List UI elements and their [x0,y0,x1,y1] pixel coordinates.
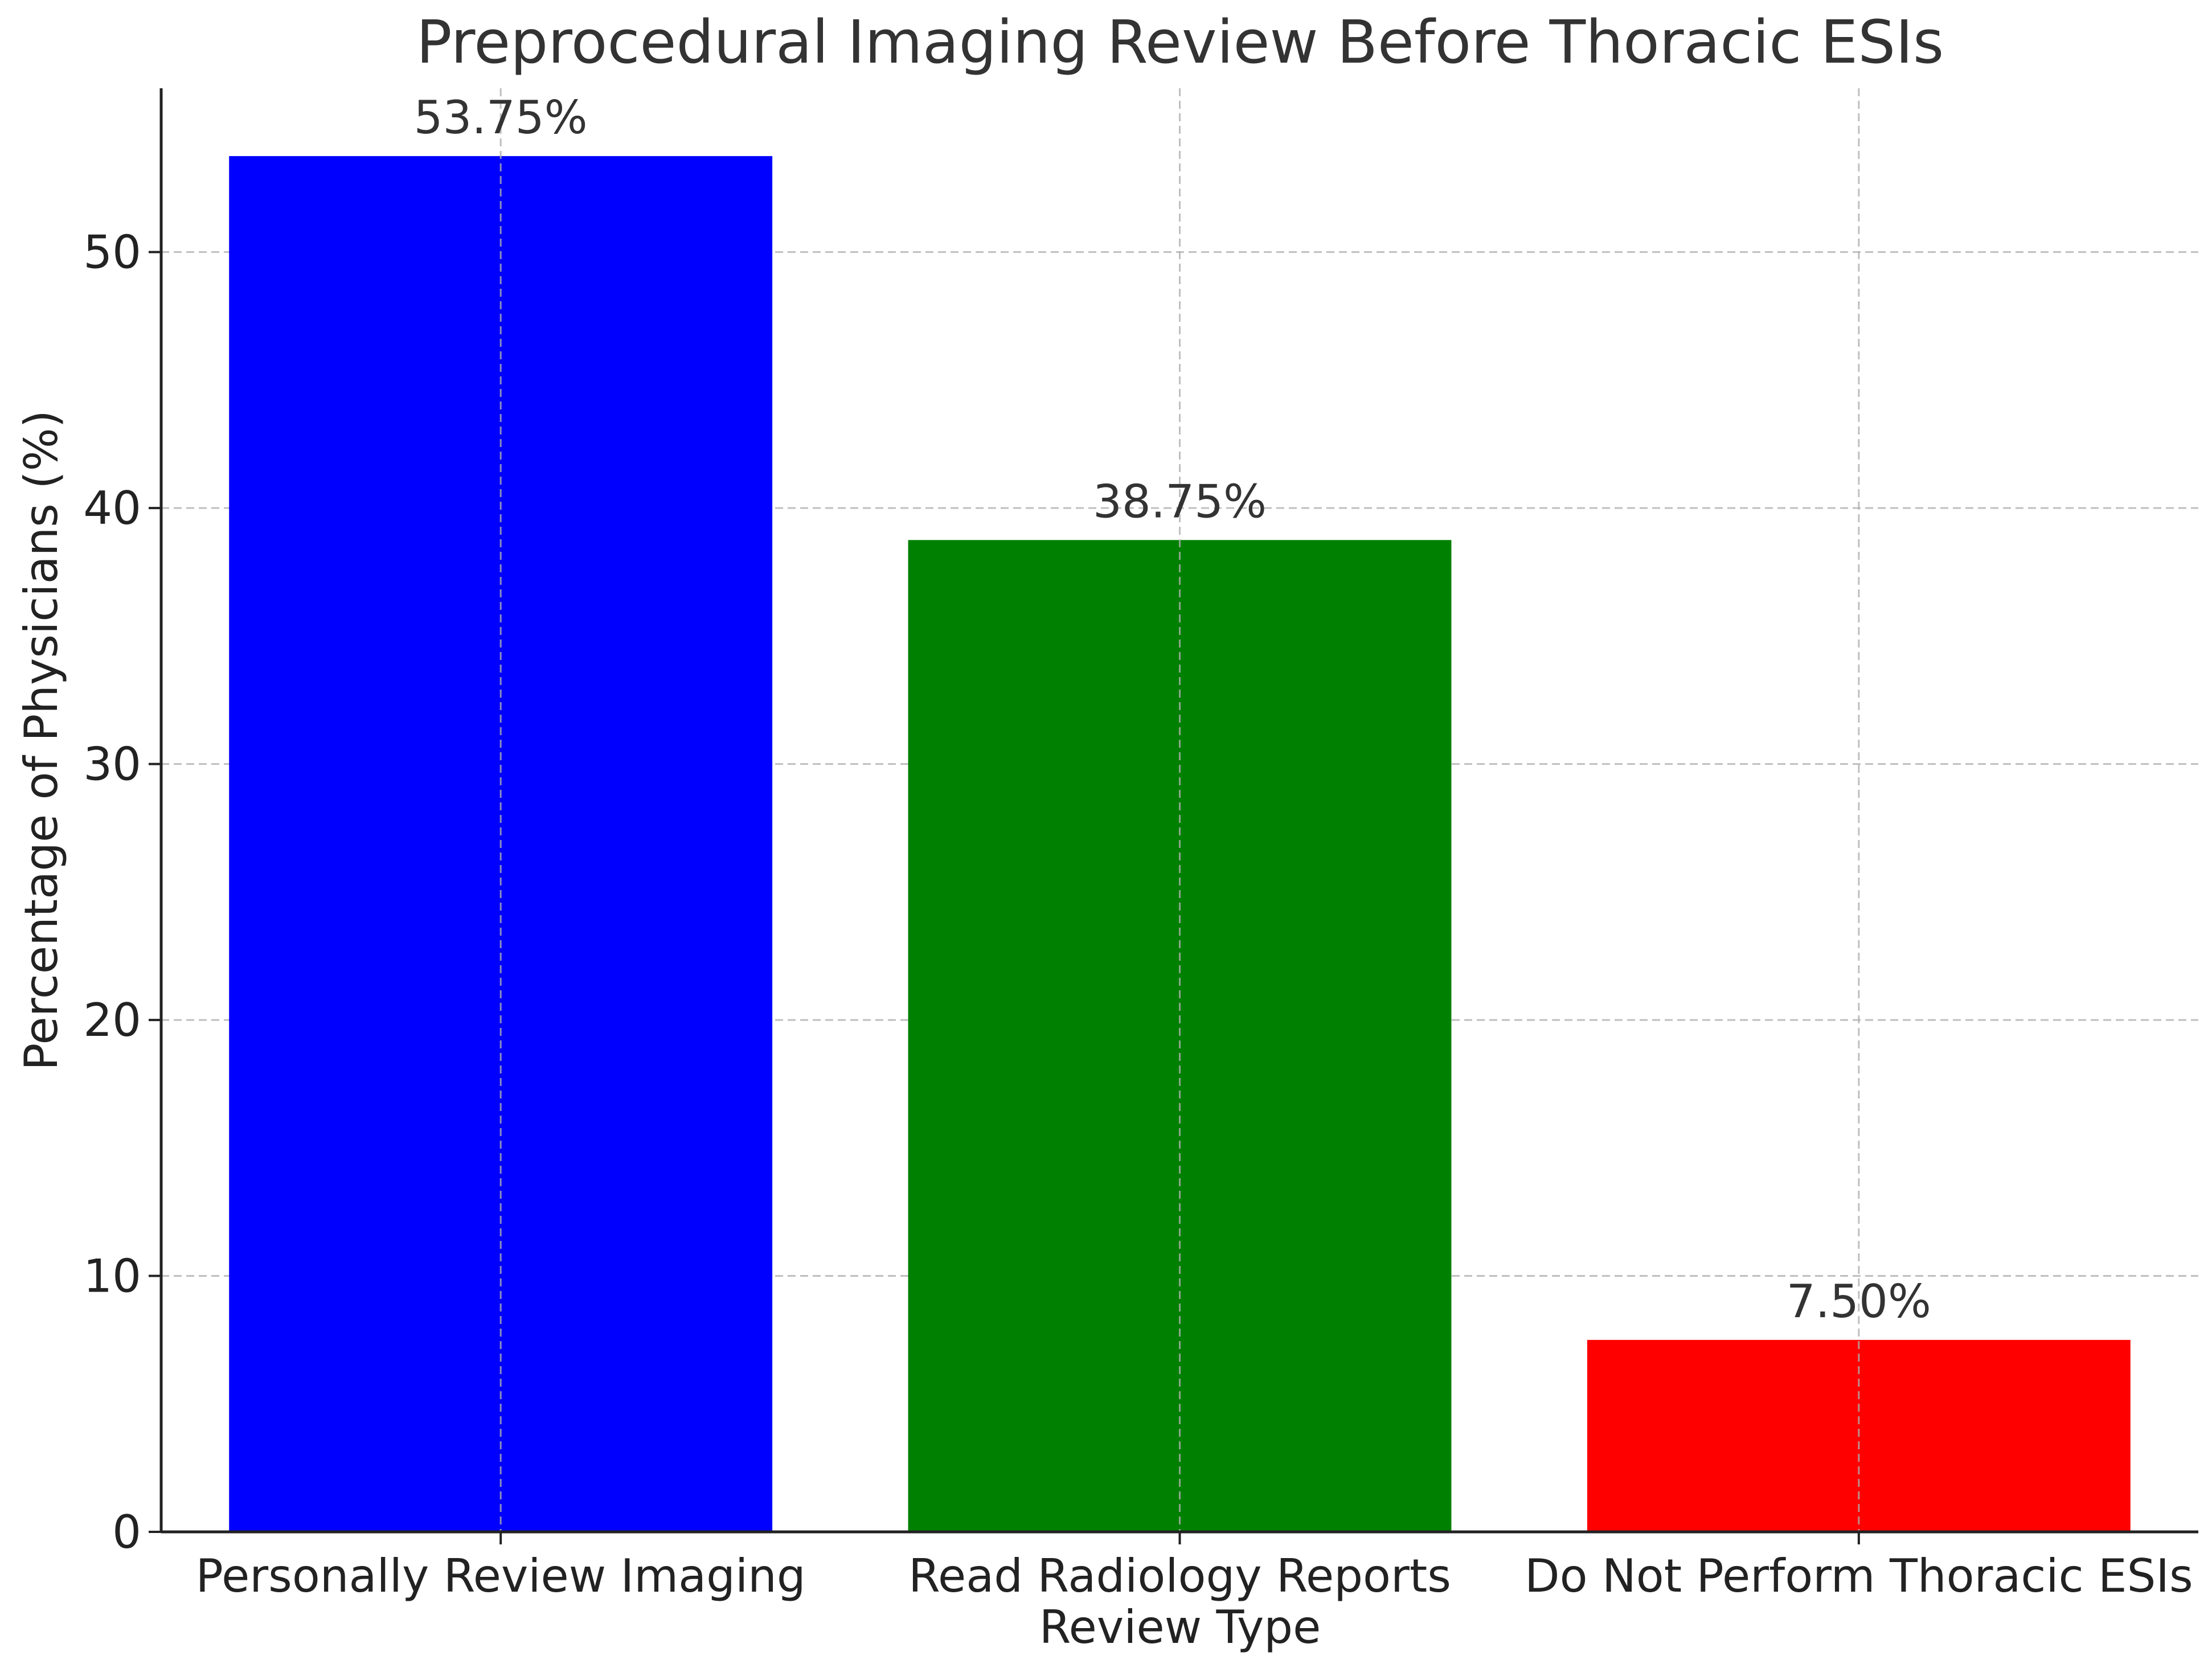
y-tick-label-4: 40 [83,482,141,535]
data-labels: 53.75% 38.75% 7.50% [414,88,1931,1532]
y-tick-label-2: 20 [83,994,141,1047]
x-axis-label: Review Type [1039,1601,1321,1654]
y-axis-label: Percentage of Physicians (%) [15,410,68,1071]
y-tick-label-0: 0 [112,1506,141,1559]
x-tick-label-2: Do Not Perform Thoracic ESIs [1525,1550,2193,1602]
y-tick-label-3: 30 [83,738,141,791]
y-tick-label-5: 50 [83,226,141,279]
axes: 0 10 20 30 40 50 Personally Review Imaging Read… [83,88,2198,1602]
chart-title: Preprocedural Imaging Review Before Thor… [416,7,1944,77]
data-label-0: 53.75% [414,91,588,144]
x-tick-label-1: Read Radiology Reports [908,1550,1451,1602]
data-label-2: 7.50% [1787,1275,1931,1328]
y-tick-label-1: 10 [83,1250,141,1303]
data-label-1: 38.75% [1093,475,1267,528]
x-tick-label-0: Personally Review Imaging [196,1550,806,1602]
